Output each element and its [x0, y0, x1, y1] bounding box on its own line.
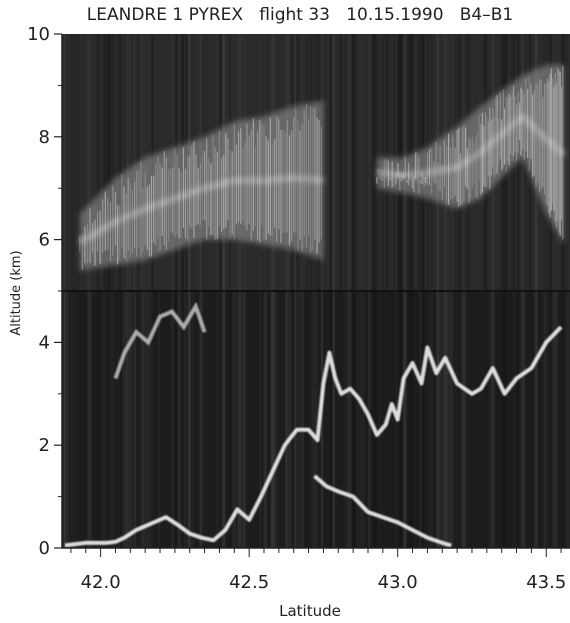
y-tick-label: 2: [39, 435, 50, 456]
x-tick-label: 43.0: [378, 572, 418, 593]
x-tick-label: 42.0: [81, 572, 121, 593]
boundary-layer-trace: [64, 325, 563, 548]
y-tick-label: 0: [39, 538, 50, 559]
y-tick-label: 6: [39, 230, 50, 251]
x-tick-label: 43.5: [526, 572, 566, 593]
chart-title: LEANDRE 1 PYREX flight 33 10.15.1990 B4–…: [87, 5, 513, 25]
y-tick-label: 10: [27, 24, 50, 45]
axes: 42.0 42.5 43.0 43.5 0 2 4 6 8 10: [27, 24, 570, 593]
x-axis-label: Latitude: [279, 602, 341, 620]
backscatter-lines: [64, 301, 563, 548]
y-tick-label: 4: [39, 332, 50, 353]
mid-layer-trace: [113, 301, 207, 380]
backscatter-layers: [78, 64, 566, 271]
y-tick-label: 8: [39, 127, 50, 148]
y-axis-label: Altitude (km): [9, 250, 24, 335]
x-tick-label: 42.5: [229, 572, 269, 593]
aerosol-trace: [313, 474, 452, 548]
